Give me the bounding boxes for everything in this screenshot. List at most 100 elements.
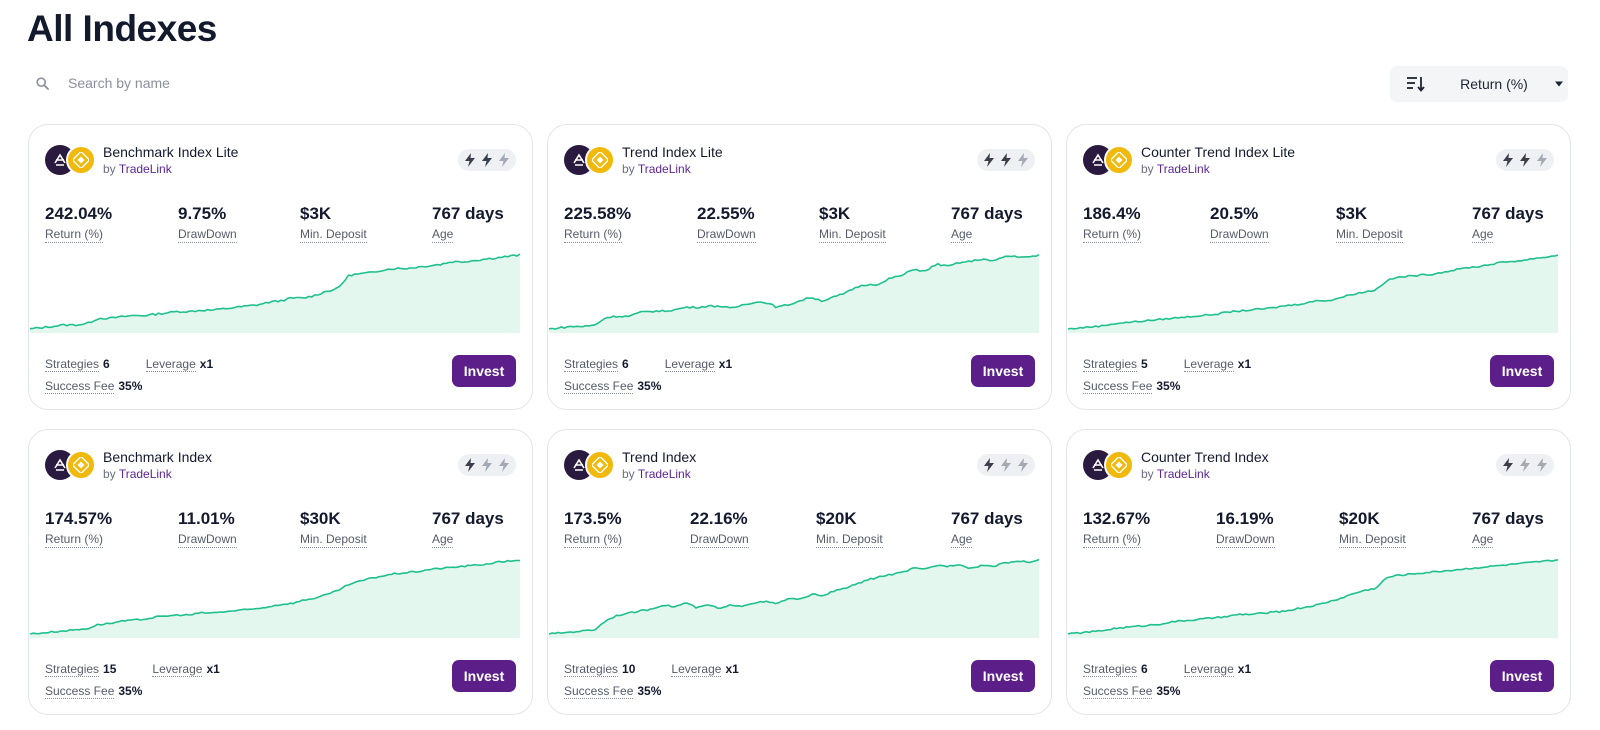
bolt-icon — [498, 153, 509, 167]
stat-age: 767 days Age — [1472, 204, 1544, 243]
card-header: Benchmark Index by TradeLink — [45, 448, 212, 482]
index-provider: by TradeLink — [622, 467, 691, 481]
chart-line — [29, 253, 521, 330]
performance-chart — [1067, 254, 1559, 333]
invest-button[interactable]: Invest — [1490, 355, 1554, 387]
provider-link[interactable]: TradeLink — [1156, 467, 1210, 481]
bolt-icon — [1536, 458, 1547, 472]
index-card[interactable]: Trend Index by TradeLink 173.5% Return (%… — [547, 429, 1052, 715]
bolt-icon — [1519, 153, 1530, 167]
bolt-icon — [481, 153, 492, 167]
chart-line — [548, 558, 1040, 635]
performance-chart — [1067, 559, 1559, 638]
bolt-icon — [481, 458, 492, 472]
risk-level-indicator — [977, 149, 1035, 171]
index-card[interactable]: Benchmark Index by TradeLink 174.57% Retu… — [28, 429, 533, 715]
invest-button[interactable]: Invest — [971, 660, 1035, 692]
chart-line — [548, 253, 1040, 330]
risk-level-indicator — [977, 454, 1035, 476]
provider-link[interactable]: TradeLink — [637, 467, 691, 481]
index-card[interactable]: Counter Trend Index by TradeLink 132.67%… — [1066, 429, 1571, 715]
stats-row: 174.57% Return (%) 11.01% DrawDown $30K Min… — [45, 508, 516, 548]
stat-min-deposit: $3K Min. Deposit — [819, 204, 886, 243]
binance-logo-icon — [585, 145, 615, 175]
stat-return: 132.67% Return (%) — [1083, 509, 1151, 548]
search-box[interactable] — [28, 64, 448, 102]
stats-row: 225.58% Return (%) 22.55% DrawDown $3K Min.… — [564, 203, 1035, 243]
invest-button[interactable]: Invest — [452, 660, 516, 692]
stat-drawdown: 9.75% DrawDown — [178, 204, 237, 243]
provider-link[interactable]: TradeLink — [1156, 162, 1210, 176]
bolt-icon — [1519, 458, 1530, 472]
card-meta: Strategies 6 Leverage x1 Success Fee 35% — [564, 356, 733, 394]
bolt-icon — [1503, 153, 1514, 167]
stat-age: 767 days Age — [432, 204, 504, 243]
chart-area — [30, 254, 520, 333]
binance-logo-icon — [66, 450, 96, 480]
chart-line — [1067, 254, 1559, 330]
stat-return: 242.04% Return (%) — [45, 204, 113, 243]
index-provider: by TradeLink — [103, 467, 172, 481]
card-meta: Strategies 5 Leverage x1 Success Fee 35% — [1083, 356, 1252, 394]
index-card[interactable]: Counter Trend Index Lite by TradeLink 18… — [1066, 124, 1571, 410]
card-header: Benchmark Index Lite by TradeLink — [45, 143, 238, 177]
stat-age: 767 days Age — [951, 204, 1023, 243]
sort-label: Return (%) — [1460, 76, 1528, 92]
stats-row: 173.5% Return (%) 22.16% DrawDown $20K Min.… — [564, 508, 1035, 548]
index-name: Benchmark Index Lite — [103, 144, 239, 160]
stat-drawdown: 22.16% DrawDown — [690, 509, 749, 548]
chevron-down-icon — [1554, 79, 1564, 89]
risk-level-indicator — [1496, 149, 1554, 171]
invest-button[interactable]: Invest — [1490, 660, 1554, 692]
index-provider: by TradeLink — [1141, 162, 1210, 176]
stat-age: 767 days Age — [951, 509, 1023, 548]
bolt-icon — [984, 153, 995, 167]
stat-age: 767 days Age — [1472, 509, 1544, 548]
sort-dropdown[interactable]: Return (%) — [1390, 66, 1568, 102]
stat-drawdown: 22.55% DrawDown — [697, 204, 756, 243]
invest-button[interactable]: Invest — [971, 355, 1035, 387]
page-title: All Indexes — [27, 8, 217, 49]
stat-drawdown: 16.19% DrawDown — [1216, 509, 1275, 548]
stat-drawdown: 11.01% DrawDown — [178, 509, 237, 548]
performance-chart — [548, 558, 1040, 638]
sort-icon — [1406, 76, 1426, 92]
stat-min-deposit: $20K Min. Deposit — [1339, 509, 1406, 548]
stat-min-deposit: $30K Min. Deposit — [300, 509, 367, 548]
provider-link[interactable]: TradeLink — [118, 467, 172, 481]
stats-row: 186.4% Return (%) 20.5% DrawDown $3K Min. D… — [1083, 203, 1554, 243]
provider-link[interactable]: TradeLink — [637, 162, 691, 176]
stat-min-deposit: $20K Min. Deposit — [816, 509, 883, 548]
index-name: Benchmark Index — [103, 449, 212, 465]
index-grid: Benchmark Index Lite by TradeLink 242.04… — [28, 124, 1572, 715]
stat-return: 174.57% Return (%) — [45, 509, 113, 548]
index-name: Counter Trend Index — [1141, 449, 1269, 465]
risk-level-indicator — [458, 149, 516, 171]
stat-return: 225.58% Return (%) — [564, 204, 632, 243]
chart-area — [549, 254, 1039, 333]
index-name: Trend Index — [622, 449, 697, 465]
stat-drawdown: 20.5% DrawDown — [1210, 204, 1269, 243]
bolt-icon — [1503, 458, 1514, 472]
bolt-icon — [1536, 153, 1547, 167]
card-header: Trend Index by TradeLink — [564, 448, 696, 482]
stat-return: 173.5% Return (%) — [564, 509, 623, 548]
search-input[interactable] — [68, 75, 408, 91]
bolt-icon — [1017, 458, 1028, 472]
stat-age: 767 days Age — [432, 509, 504, 548]
risk-level-indicator — [458, 454, 516, 476]
index-name: Counter Trend Index Lite — [1141, 144, 1296, 160]
chart-area — [1068, 255, 1558, 333]
index-provider: by TradeLink — [1141, 467, 1210, 481]
chart-line — [1067, 559, 1559, 635]
provider-link[interactable]: TradeLink — [118, 162, 172, 176]
invest-button[interactable]: Invest — [452, 355, 516, 387]
card-header: Counter Trend Index by TradeLink — [1083, 448, 1269, 482]
search-icon — [34, 75, 50, 91]
performance-chart — [29, 253, 521, 333]
index-card[interactable]: Trend Index Lite by TradeLink 225.58% Ret… — [547, 124, 1052, 410]
performance-chart — [29, 559, 520, 638]
index-card[interactable]: Benchmark Index Lite by TradeLink 242.04… — [28, 124, 533, 410]
stats-row: 242.04% Return (%) 9.75% DrawDown $3K Min. … — [45, 203, 516, 243]
bolt-icon — [465, 458, 476, 472]
